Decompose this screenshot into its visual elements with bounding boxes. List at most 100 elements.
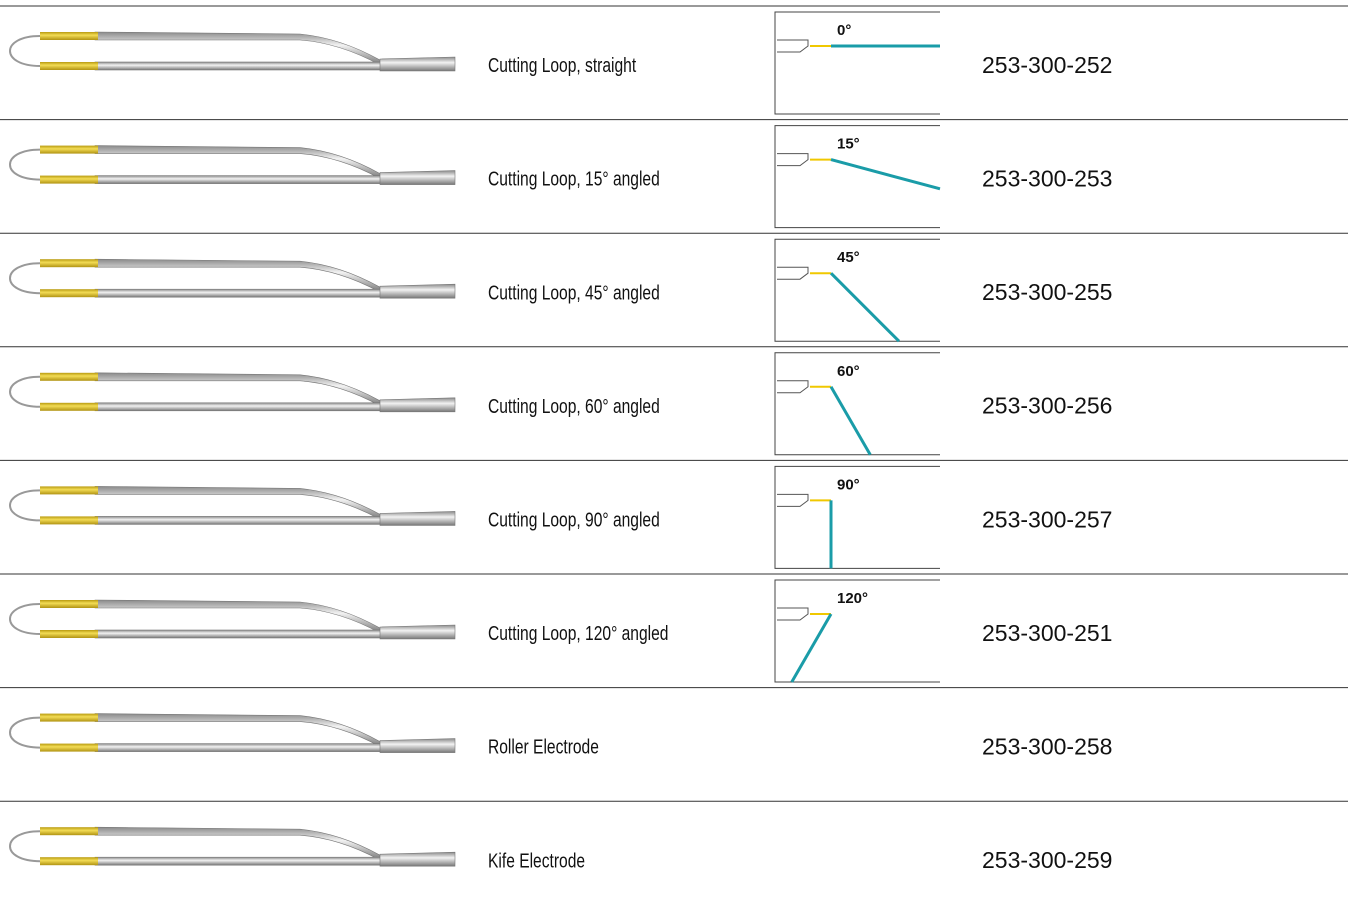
probe-sheath — [777, 607, 809, 621]
shaft-lower — [94, 629, 386, 639]
angle-diagram: 90° — [774, 465, 940, 569]
diagram-frame — [774, 352, 940, 456]
electrode-image — [9, 31, 456, 72]
loop-wire — [9, 489, 41, 522]
shaft-upper — [94, 713, 381, 748]
angle-label: 90° — [837, 476, 860, 493]
insulator-upper — [40, 713, 98, 722]
part-number: 253-300-252 — [982, 52, 1112, 78]
insulator-upper — [40, 486, 98, 495]
shaft-tip — [379, 624, 456, 640]
product-name: Cutting Loop, 45° angled — [488, 281, 660, 303]
angle-diagram: 15° — [774, 125, 941, 229]
insulator-lower — [40, 516, 98, 525]
loop-wire — [9, 603, 41, 635]
angle-label: 120° — [837, 590, 868, 607]
shaft-lower — [94, 516, 386, 525]
part-number: 253-300-258 — [982, 733, 1112, 759]
diagram-frame — [774, 579, 940, 683]
angle-label: 45° — [837, 249, 860, 266]
shaft-upper — [94, 599, 381, 634]
shaft-lower — [94, 743, 386, 752]
product-name: Cutting Loop, 120° angled — [488, 622, 668, 644]
electrode-image — [9, 486, 456, 526]
cutting-loop-angle — [829, 272, 901, 343]
insulator-upper — [40, 372, 98, 381]
insulator-lower — [40, 289, 98, 298]
product-name: Roller Electrode — [488, 736, 599, 758]
electrode-image — [9, 599, 456, 640]
insulator-upper — [40, 259, 98, 268]
shaft-lower — [94, 856, 386, 866]
part-number: 253-300-255 — [982, 279, 1112, 305]
angle-diagram: 45° — [774, 238, 940, 343]
diagram-frame — [774, 125, 940, 229]
insulator-lower — [40, 175, 98, 184]
insulator-lower — [40, 743, 98, 752]
shaft-lower — [94, 61, 386, 71]
product-name: Cutting Loop, 15° angled — [488, 168, 660, 190]
cutting-loop-angle — [829, 386, 872, 456]
insulator-upper — [40, 32, 98, 40]
insulator-lower — [40, 857, 98, 866]
angle-label: 0° — [837, 22, 851, 39]
loop-wire — [9, 375, 41, 408]
electrode-image — [9, 145, 456, 185]
loop-wire — [9, 262, 41, 295]
probe-sheath — [777, 380, 809, 394]
probe-sheath — [777, 266, 809, 280]
shaft-tip — [379, 851, 456, 867]
shaft-tip — [379, 283, 456, 299]
part-number: 253-300-256 — [982, 393, 1112, 419]
loop-wire — [9, 148, 41, 181]
insulator-upper — [40, 145, 98, 154]
diagram-frame — [774, 465, 940, 569]
loop-wire — [9, 830, 41, 863]
diagram-frame — [774, 238, 940, 342]
cutting-loop-angle — [790, 613, 833, 683]
shaft-upper — [94, 145, 381, 180]
product-name: Cutting Loop, 60° angled — [488, 395, 660, 417]
shaft-tip — [379, 511, 456, 526]
shaft-tip — [379, 170, 456, 185]
part-number: 253-300-259 — [982, 847, 1112, 873]
electrode-image — [9, 258, 456, 299]
product-name: Cutting Loop, straight — [488, 54, 636, 76]
part-number: 253-300-251 — [982, 620, 1112, 646]
product-name: Kife Electrode — [488, 849, 585, 871]
shaft-upper — [94, 486, 381, 520]
shaft-tip — [379, 56, 456, 72]
diagram-frame — [774, 11, 940, 115]
loop-wire — [9, 716, 41, 749]
shaft-lower — [94, 288, 386, 298]
product-name: Cutting Loop, 90° angled — [488, 509, 660, 531]
shaft-upper — [94, 826, 381, 861]
angle-diagram: 60° — [774, 352, 940, 456]
shaft-upper — [94, 258, 381, 293]
part-number: 253-300-253 — [982, 165, 1112, 191]
shaft-upper — [94, 372, 381, 407]
probe-sheath — [777, 493, 809, 507]
insulator-lower — [40, 630, 98, 638]
shaft-lower — [94, 175, 386, 184]
shaft-tip — [379, 397, 456, 413]
probe-sheath — [777, 153, 809, 167]
insulator-upper — [40, 600, 98, 608]
electrode-image — [9, 713, 456, 753]
angle-label: 60° — [837, 363, 860, 380]
angle-diagram: 120° — [774, 579, 940, 683]
electrode-image — [9, 372, 456, 413]
shaft-upper — [94, 31, 381, 66]
insulator-lower — [40, 62, 98, 70]
cutting-loop-angle — [830, 158, 941, 191]
loop-wire — [9, 35, 41, 67]
probe-sheath — [777, 39, 809, 53]
angle-label: 15° — [837, 136, 860, 153]
shaft-lower — [94, 402, 386, 412]
insulator-lower — [40, 402, 98, 411]
insulator-upper — [40, 827, 98, 836]
shaft-tip — [379, 738, 456, 753]
electrode-image — [9, 826, 456, 867]
part-number: 253-300-257 — [982, 506, 1112, 532]
